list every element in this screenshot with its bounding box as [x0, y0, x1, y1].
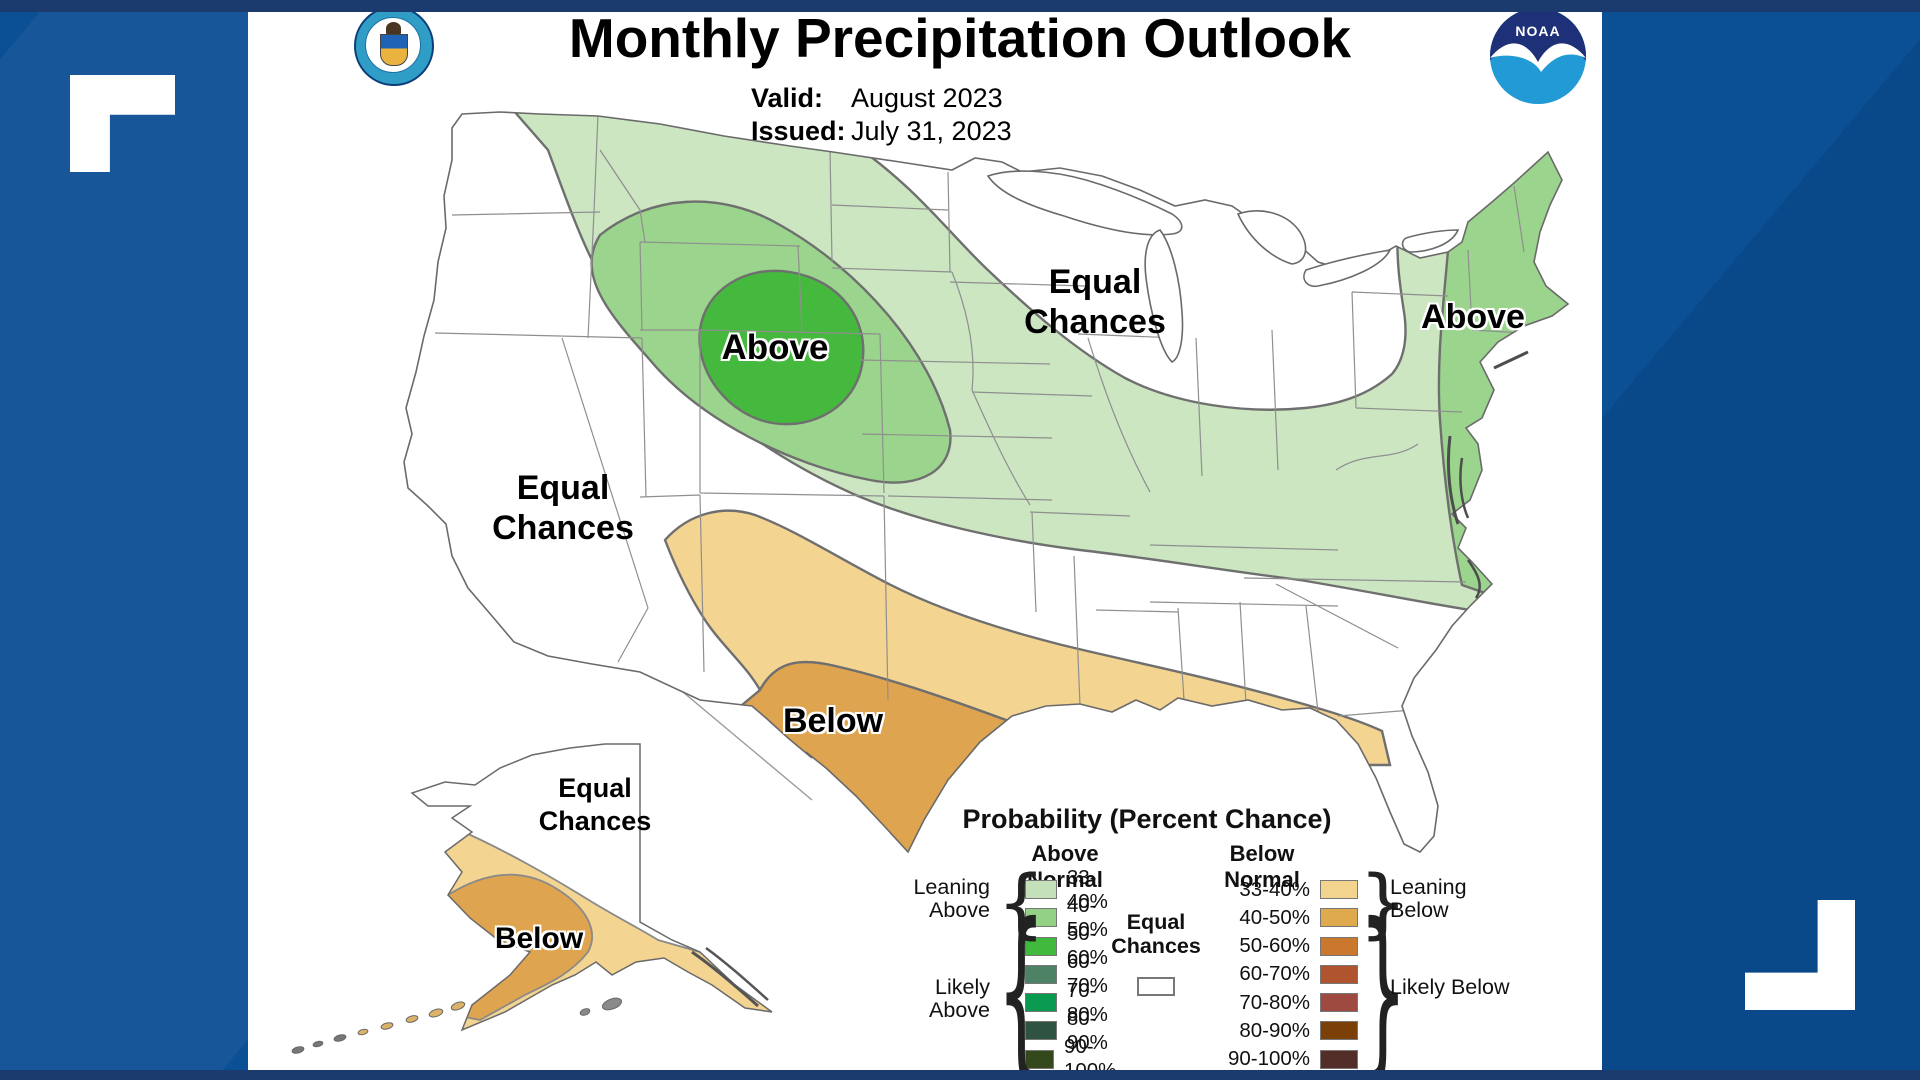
lake-ontario [1401, 229, 1460, 253]
legend-color-swatch [1025, 936, 1057, 956]
noaa-logo-sky [1490, 8, 1586, 64]
legend-row-below: 60-70% [1204, 962, 1358, 986]
legend-color-swatch [1025, 1049, 1054, 1069]
legend-row-above: 70-80% [1025, 979, 1125, 1026]
map-label-alaska-equal-chances: Equal Chances [538, 773, 652, 836]
legend-below-normal-header: Below Normal [1224, 841, 1300, 892]
legend-row-below: 80-90% [1204, 1018, 1358, 1042]
legend-row-above: 60-70% [1025, 950, 1125, 997]
map-label-below-south: Below [782, 702, 884, 740]
valid-line: Valid: August 2023 [751, 82, 1012, 115]
map-label-above-central: Above [721, 328, 829, 367]
legend-row-above: 50-60% [1025, 922, 1125, 969]
legend-color-swatch [1320, 1021, 1358, 1041]
legend-range-label: 50-60% [1066, 922, 1108, 970]
alaska-inset [291, 743, 773, 1054]
legend-color-swatch [1025, 993, 1057, 1013]
legend-range-label: 40-50% [1066, 893, 1108, 941]
lake-erie [1303, 248, 1392, 288]
legend-range-label: 80-90% [1066, 1006, 1108, 1054]
legend-equal-chances-label: Equal Chances [1111, 910, 1201, 958]
legend-group-leaning-above: Leaning Above [913, 875, 990, 922]
state-boundaries [434, 113, 1541, 717]
legend-title: Probability (Percent Chance) [962, 804, 1332, 834]
department-of-commerce-seal [354, 6, 434, 86]
legend-range-label: 40-50% [1239, 905, 1310, 929]
legend-range-label: 70-80% [1239, 990, 1310, 1014]
map-label-above-northeast: Above [1421, 298, 1525, 336]
issued-value: July 31, 2023 [851, 116, 1012, 146]
legend-range-label: 60-70% [1066, 950, 1108, 998]
noaa-logo-text: NOAA [1515, 23, 1560, 39]
legend-row-above: 80-90% [1025, 1007, 1125, 1054]
legend-color-swatch [1320, 993, 1358, 1013]
legend-color-swatch [1025, 1021, 1057, 1041]
panhandle-islands [691, 946, 769, 1008]
legend-range-label: 70-80% [1066, 978, 1108, 1026]
coastal-detail [1446, 350, 1529, 599]
valid-label: Valid: [751, 83, 824, 113]
legend-range-label: 33-40% [1066, 865, 1108, 913]
legend-color-swatch [1320, 880, 1358, 899]
legend-above-rows: 33-40%40-50%50-60%60-70%70-80%80-90%90-1… [1025, 866, 1125, 1080]
legend-color-swatch [1025, 964, 1057, 984]
legend-group-leaning-below: Leaning Below [1390, 875, 1467, 922]
doc-seal-shield-icon [380, 34, 408, 66]
page-title: Monthly Precipitation Outlook [568, 7, 1352, 69]
doc-seal-eagle-icon [386, 22, 401, 35]
region-northeast-above-40-50 [1437, 138, 1568, 642]
legend-range-label: 33-40% [1239, 877, 1310, 901]
validity-block: Valid: August 2023 Issued: July 31, 2023 [751, 82, 1012, 148]
legend-row-below: 50-60% [1204, 934, 1358, 958]
issued-label: Issued: [751, 116, 846, 146]
legend-below-rows: 33-40% 40-50% 50-60% 60-70% 70-80% 80-90% 90-1… [1204, 877, 1358, 1078]
brace-likely-below: } [1359, 883, 1408, 1080]
legend-row-above: 40-50% [1025, 894, 1125, 941]
legend-group-likely-above: Likely Above [929, 975, 990, 1022]
noaa-seagull-icon [1490, 43, 1586, 72]
legend-group-likely-below: Likely Below [1390, 975, 1510, 999]
map-label-equal-chances-west: Equal Chances [492, 469, 634, 547]
map-label-equal-chances-north: Equal Chances [1024, 263, 1166, 341]
aleutian-islands [291, 997, 623, 1054]
great-lakes [986, 170, 1460, 363]
noaa-logo: NOAA [1490, 8, 1586, 104]
legend-range-label: 80-90% [1239, 1018, 1310, 1042]
legend-equal-chances-swatch [1137, 977, 1175, 996]
brace-likely-above: { [997, 883, 1046, 1080]
bottom-accent-strip [0, 1070, 1920, 1080]
legend-row-below: 70-80% [1204, 990, 1358, 1014]
lake-superior [986, 170, 1183, 236]
map-label-alaska-below: Below [494, 922, 584, 955]
region-above-50-60 [698, 269, 865, 426]
legend-color-swatch [1025, 908, 1057, 928]
legend-range-label: 60-70% [1239, 962, 1310, 986]
lake-michigan [1144, 229, 1184, 363]
issued-line: Issued: July 31, 2023 [751, 115, 1012, 148]
top-accent-strip [0, 0, 1920, 12]
legend-range-label: 90-100% [1227, 1047, 1310, 1071]
legend-row-below: 33-40% [1204, 877, 1358, 901]
legend-color-swatch [1320, 964, 1358, 984]
legend-row-above: 33-40% [1025, 866, 1125, 913]
lake-huron [1236, 210, 1307, 265]
valid-value: August 2023 [851, 83, 1003, 113]
legend-color-swatch [1320, 936, 1358, 956]
legend-color-swatch [1025, 880, 1057, 899]
legend-range-label: 50-60% [1239, 934, 1310, 958]
legend-row-below: 40-50% [1204, 905, 1358, 929]
legend-color-swatch [1320, 908, 1358, 928]
legend-color-swatch [1320, 1049, 1358, 1069]
legend-row-below: 90-100% [1204, 1047, 1358, 1071]
